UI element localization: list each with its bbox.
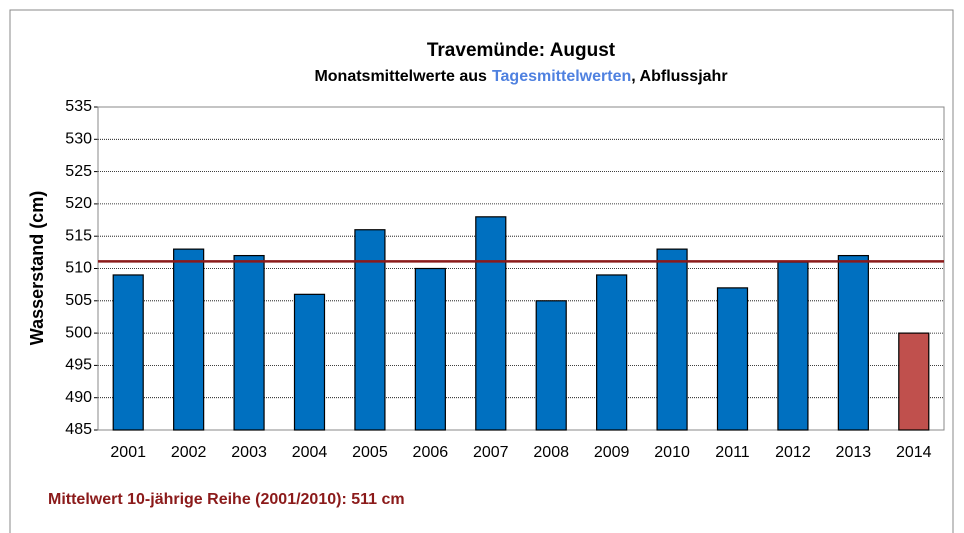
subtitle-part: Tagesmittelwerten [492, 68, 631, 85]
x-tick-label: 2002 [171, 444, 207, 461]
bar [535, 300, 567, 431]
bar [293, 293, 326, 431]
bar [354, 229, 386, 431]
x-tick-label: 2004 [292, 444, 328, 461]
y-tick-label: 535 [65, 98, 92, 115]
y-tick-label: 530 [65, 131, 92, 148]
x-tick-label: 2014 [896, 444, 932, 461]
y-tick-label: 525 [65, 163, 92, 180]
y-tick-label: 490 [65, 389, 92, 406]
bar [173, 248, 205, 431]
chart-title: Travemünde: August [427, 40, 616, 61]
y-tick-label: 485 [65, 421, 92, 438]
bar [837, 254, 869, 431]
subtitle-part: , Abflussjahr [631, 68, 727, 85]
x-tick-label: 2010 [654, 444, 690, 461]
bar [112, 274, 144, 431]
y-axis-label: Wasserstand (cm) [27, 191, 47, 345]
x-tick-label: 2007 [473, 444, 509, 461]
frame [9, 9, 954, 533]
x-tick-label: 2006 [413, 444, 449, 461]
x-tick-label: 2001 [110, 444, 146, 461]
x-tick-label: 2009 [594, 444, 630, 461]
bar [777, 261, 809, 431]
bar [716, 287, 749, 431]
bar [898, 332, 930, 431]
annotation: Mittelwert 10-jährige Reihe (2001/2010):… [48, 491, 405, 508]
subtitle-part: Monatsmittelwerte aus [314, 68, 487, 85]
bar [596, 274, 628, 431]
bar [233, 254, 265, 431]
y-tick-label: 520 [65, 195, 92, 212]
x-tick-label: 2011 [715, 444, 750, 461]
plot-border [97, 106, 945, 431]
x-tick-label: 2005 [352, 444, 388, 461]
y-tick-label: 495 [65, 357, 92, 374]
x-tick-label: 2013 [836, 444, 872, 461]
bar [475, 216, 507, 431]
y-tick-label: 505 [65, 292, 92, 309]
x-tick-label: 2012 [775, 444, 811, 461]
y-tick-label: 515 [65, 227, 92, 244]
y-tick-label: 510 [65, 260, 92, 277]
x-tick-label: 2008 [533, 444, 569, 461]
chart-subtitle: Monatsmittelwerte aus Tagesmittelwerten, … [314, 68, 727, 85]
bar [656, 248, 688, 431]
x-tick-label: 2003 [231, 444, 267, 461]
y-tick-label: 500 [65, 324, 92, 341]
bar [414, 267, 446, 431]
